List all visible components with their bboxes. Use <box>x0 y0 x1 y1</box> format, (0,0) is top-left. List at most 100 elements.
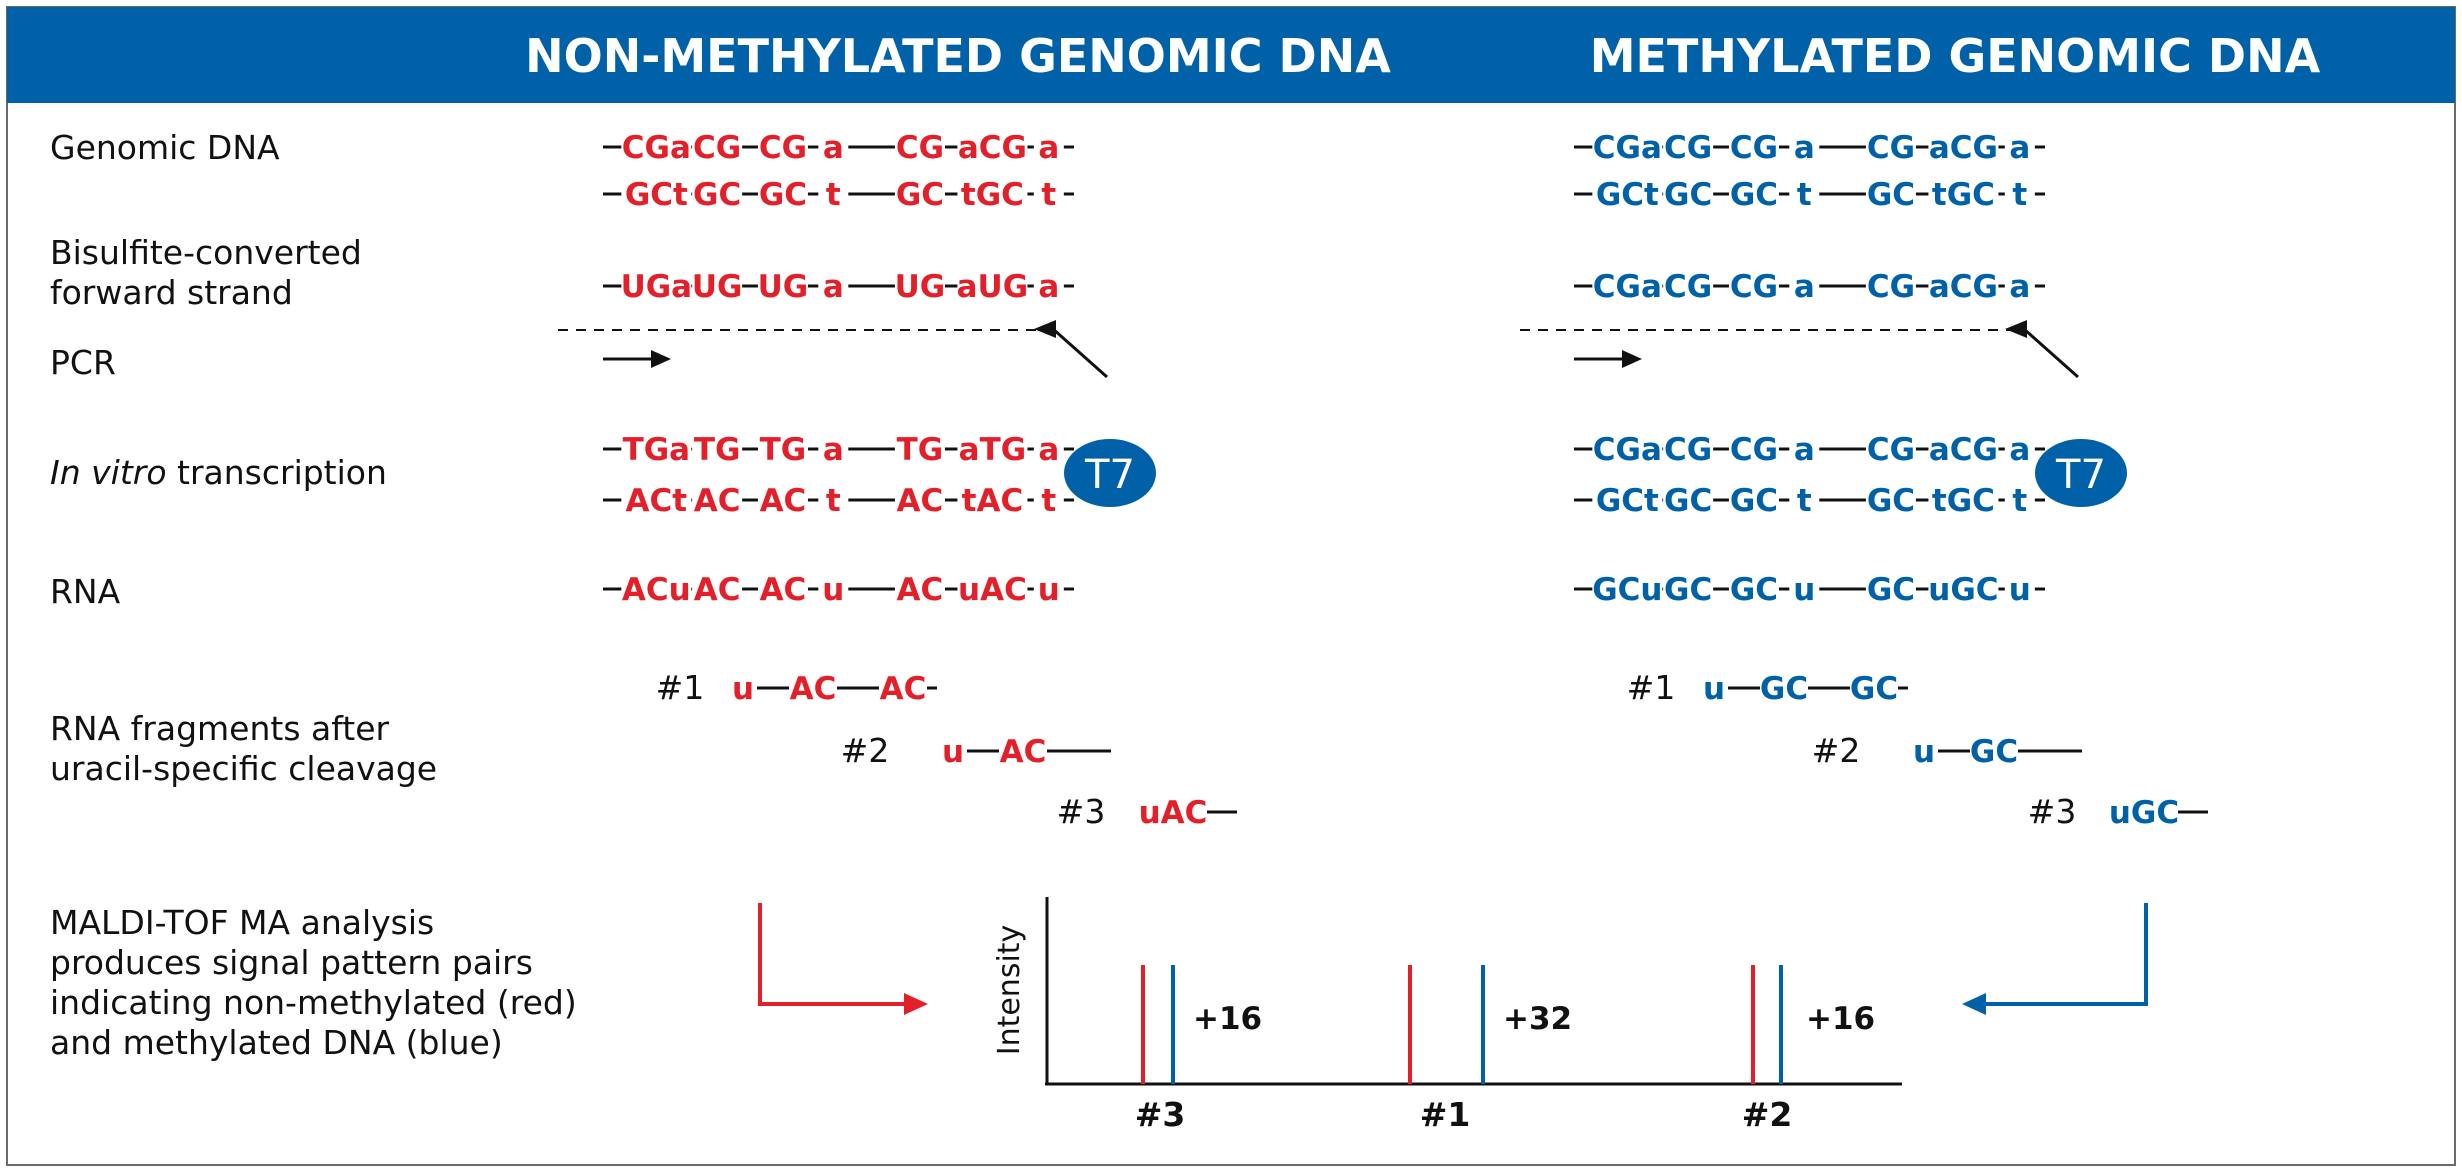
base-group: CG <box>1730 269 1778 305</box>
base-mask <box>894 482 945 518</box>
base-group: GC <box>759 177 807 213</box>
fragment-number-label: #3 <box>2028 792 2077 831</box>
base-mask <box>957 176 1028 212</box>
rna-strand: ACu AC AC u AC uAC u <box>603 571 1074 608</box>
peak-fragment-label: #2 <box>1742 1095 1793 1134</box>
fragment-base-group: GC <box>1760 671 1808 707</box>
base-mask <box>757 431 808 467</box>
base-group: CG <box>1664 432 1712 468</box>
base-group: GC <box>896 177 944 213</box>
mass-shift-label: +16 <box>1806 1001 1875 1037</box>
base-mask <box>1865 176 1916 212</box>
base-mask <box>621 431 692 467</box>
base-mask <box>818 482 849 518</box>
base-group: tAC <box>962 483 1024 519</box>
label-transcription: transcription <box>167 453 387 492</box>
fragment-base-group: uAC <box>1139 795 1208 831</box>
base-mask <box>692 571 743 607</box>
base-group: CG <box>1730 130 1778 166</box>
bisulfite-strand: UGa UG UG a UG aUG a <box>603 268 1074 305</box>
blue-arrowhead-icon <box>1962 993 1986 1015</box>
base-group: aCG <box>1929 130 1998 166</box>
base-group: a <box>1794 269 1815 305</box>
base-mask <box>2004 482 2035 518</box>
base-group: tGC <box>961 177 1024 213</box>
base-group: CG <box>896 130 944 166</box>
base-group: GC <box>1664 177 1712 213</box>
base-mask <box>894 431 945 467</box>
fragment-base-group: uGC <box>2109 795 2179 831</box>
base-mask <box>621 268 692 304</box>
base-mask <box>2004 571 2035 607</box>
base-group: GC <box>1730 177 1778 213</box>
base-mask <box>1663 482 1714 518</box>
base-group: a <box>1794 130 1815 166</box>
base-mask <box>1592 129 1663 165</box>
fragment-base-group: u <box>1703 671 1725 707</box>
base-group: CG <box>1867 432 1915 468</box>
base-mask <box>789 670 837 706</box>
base-mask <box>1728 176 1779 212</box>
base-mask <box>1789 129 1820 165</box>
base-mask <box>1928 268 1999 304</box>
base-mask <box>1033 482 1064 518</box>
base-mask <box>2004 129 2035 165</box>
maldi-spectrum: Intensity +16 #3 +32 #1 +16 #2 <box>992 897 1902 1134</box>
label-bisulfite-2: forward strand <box>50 273 293 312</box>
base-group: t <box>826 177 841 213</box>
ivt-bottom-strand: ACt AC AC t AC tAC t <box>603 482 1074 519</box>
base-mask <box>1928 482 1999 518</box>
base-mask <box>1728 129 1779 165</box>
base-group: GC <box>1664 483 1712 519</box>
fragment-base-group: GC <box>1970 734 2018 770</box>
base-mask <box>1970 733 2018 769</box>
label-fragments-1: RNA fragments after <box>50 709 390 748</box>
rna-strand: GCu GC GC u GC uGC u <box>1574 571 2045 608</box>
base-group: aUG <box>957 269 1029 305</box>
base-mask <box>818 176 849 212</box>
label-in-vitro-italic: In vitro <box>50 453 167 492</box>
base-mask <box>2004 431 2035 467</box>
reverse-primer-t7-arrow <box>2020 327 2079 379</box>
base-mask <box>1850 670 1898 706</box>
base-group: GC <box>1664 572 1712 608</box>
base-mask <box>1663 571 1714 607</box>
base-group: CG <box>1664 130 1712 166</box>
methylated-title: METHYLATED GENOMIC DNA <box>1590 29 2321 83</box>
base-group: GCt <box>625 177 688 213</box>
base-group: GCu <box>1592 572 1662 608</box>
base-mask <box>894 268 945 304</box>
base-group: a <box>1038 130 1059 166</box>
red-arrowhead-icon <box>904 993 928 1015</box>
ivt-top-strand: CGa CG CG a CG aCG a <box>1574 431 2045 468</box>
base-group: a <box>823 269 844 305</box>
reverse-primer-arrowhead-icon <box>2005 320 2027 338</box>
base-mask <box>957 571 1028 607</box>
fragment-base-group: AC <box>790 671 837 707</box>
base-group: GC <box>1867 572 1915 608</box>
base-group: CG <box>1730 432 1778 468</box>
base-group: t <box>1797 177 1812 213</box>
base-mask <box>957 268 1028 304</box>
fragment-base-group: GC <box>1850 671 1898 707</box>
genomic-top-strand: CGa CG CG a CG aCG a <box>603 129 1074 166</box>
t7-label: T7 <box>1084 452 1135 498</box>
base-group: AC <box>694 572 741 608</box>
base-mask <box>818 129 849 165</box>
base-group: TG <box>694 432 741 468</box>
fragment-number-label: #1 <box>656 668 705 707</box>
base-mask <box>1789 482 1820 518</box>
base-group: t <box>1041 483 1056 519</box>
base-group: CGa <box>1593 130 1662 166</box>
base-group: ACt <box>626 483 688 519</box>
base-mask <box>1592 431 1663 467</box>
rna-fragment-1: #1 u GC GC <box>1627 668 1908 707</box>
base-mask <box>621 571 692 607</box>
base-mask <box>818 431 849 467</box>
base-mask <box>1663 176 1714 212</box>
t7-promoter-badge <box>1064 439 1156 507</box>
base-mask <box>692 176 743 212</box>
label-maldi-1: MALDI-TOF MA analysis <box>50 903 434 942</box>
